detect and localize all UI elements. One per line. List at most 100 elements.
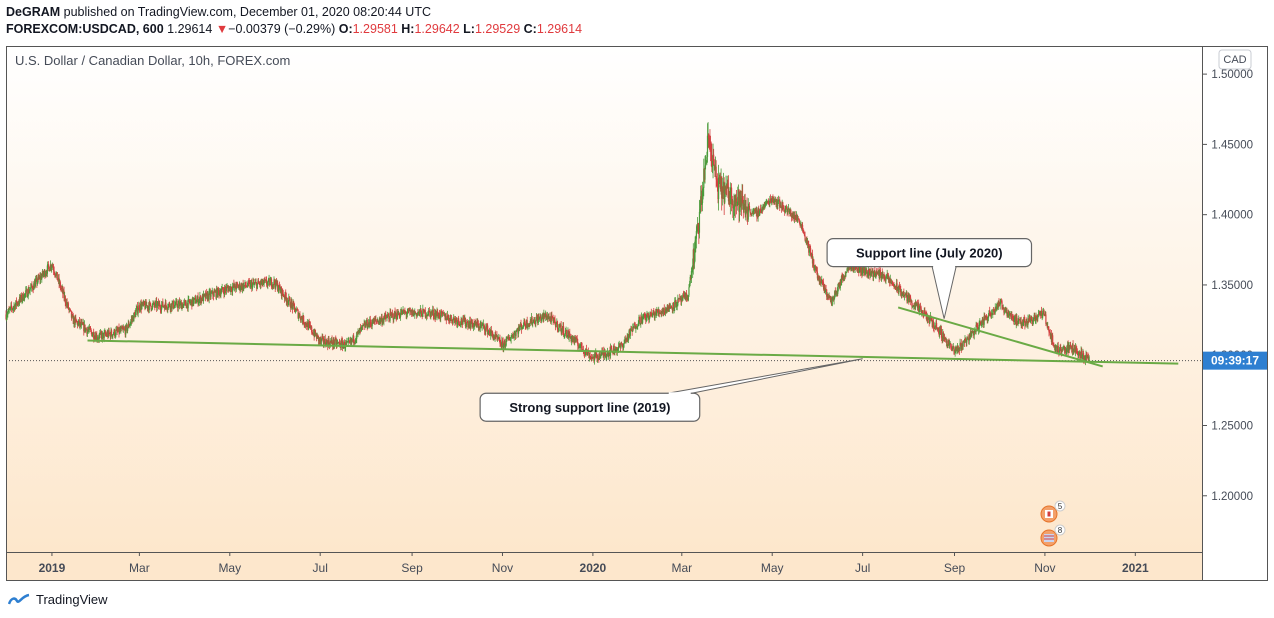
candle-body [250,282,252,284]
candle-body [739,192,741,207]
trendline-annotations[interactable]: Support line (July 2020)Strong support l… [87,238,1179,422]
candle-body [387,315,389,317]
candle-body [132,316,134,322]
candle-body [970,331,972,336]
candle-body [925,313,927,316]
candle-body [750,213,752,214]
price-axis-background[interactable] [1203,46,1268,552]
candle-body [186,303,188,309]
economic-events-markers[interactable]: 5 8 [1040,500,1066,547]
candle-body [254,282,256,284]
candle-body [1028,318,1030,321]
time-axis-background[interactable] [6,553,1202,581]
candle-body [881,272,883,279]
candle-body [1017,320,1019,325]
candle-body [94,335,97,340]
candle-body [491,331,493,333]
candle-body [388,318,391,321]
candle-body [956,349,958,352]
candle-body [831,297,833,306]
candle-body [927,318,930,320]
candle-body [386,316,388,319]
candle-body [503,341,505,344]
candle-body [886,274,888,277]
trendline[interactable] [87,339,1179,365]
candle-body [584,352,586,354]
candle-body [895,287,897,289]
candle-body [229,286,231,292]
candle-body [144,301,147,309]
candle-body [669,305,671,309]
candle-body [1073,351,1075,353]
candle-body [924,310,926,314]
candle-body [783,208,785,212]
candle-body [889,278,891,283]
candle-body [1016,324,1019,325]
candle-body [535,317,538,320]
candle-body [56,272,58,280]
candle-body [551,315,553,317]
candle-body [745,211,747,215]
candle-body [398,313,400,317]
candle-body [580,342,582,345]
candle-body [722,187,724,194]
candle-body [527,324,529,327]
candle-body [939,326,941,331]
candle-body [401,310,404,315]
candle-body [409,310,411,312]
candle-body [465,324,467,327]
candle-body [842,276,844,281]
candle-body [371,323,373,327]
candle-body [141,304,143,310]
candle-body [615,347,617,350]
candle-body [915,301,917,306]
currency-badge[interactable]: CAD [1218,49,1252,70]
candle-body [954,349,956,354]
callout-box[interactable] [479,392,701,422]
candle-body [262,279,264,285]
candle-body [1018,319,1020,321]
callout-label: Strong support line (2019) [509,400,670,415]
candle-body [676,305,678,307]
candle-body [309,325,312,328]
candle-body [100,332,102,335]
candle-body [748,206,750,208]
tradingview-footer[interactable]: TradingView [8,592,108,607]
callout-box[interactable] [826,238,1033,268]
candle-body [397,311,399,315]
time-tick-label: Jul [313,561,328,575]
candle-body [445,316,447,321]
candle-body [837,282,840,287]
candle-body [557,329,559,331]
candle-body [316,334,318,339]
candle-body [275,279,277,288]
candle-body [90,330,92,333]
candle-body [326,340,328,342]
candle-body [876,272,878,274]
candle-body [198,301,200,304]
candle-body [357,331,359,333]
candle-body [217,288,219,297]
candle-body [1057,346,1059,352]
candle-body [810,248,812,256]
candle-body [495,334,497,337]
candle-body [509,339,511,341]
candle-body [307,323,310,330]
candle-body [635,326,637,329]
candle-body [455,318,457,320]
author-name[interactable]: DeGRAM [6,5,61,19]
trendline[interactable] [897,306,1103,368]
candle-body [859,265,861,271]
candle-body [30,284,32,288]
candle-body [998,300,1000,306]
candle-body [203,293,205,295]
candle-body [619,344,621,346]
candle-body [862,268,864,271]
candle-body [897,287,899,294]
price-change: −0.00379 (−0.29%) [228,22,336,36]
candle-body [844,275,846,277]
candle-body [196,296,199,300]
candle-body [638,316,640,325]
candle-body [49,264,52,270]
